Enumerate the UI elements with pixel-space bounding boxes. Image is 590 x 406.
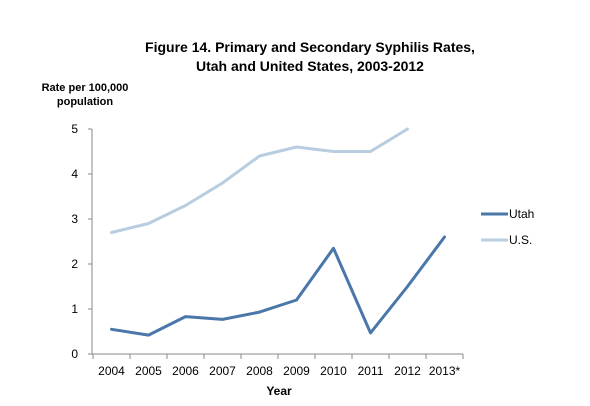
chart-title-line-2: Utah and United States, 2003-2012 bbox=[196, 58, 424, 74]
series-line-u-s bbox=[110, 127, 409, 234]
x-tick-label: 2012 bbox=[394, 364, 421, 378]
x-tick-label: 2010 bbox=[320, 364, 347, 378]
y-tick-label: 0 bbox=[71, 347, 78, 361]
x-tick-label: 2004 bbox=[98, 364, 125, 378]
x-axis-title: Year bbox=[266, 384, 292, 398]
y-tick-label: 5 bbox=[71, 122, 78, 136]
y-tick-label: 1 bbox=[71, 302, 78, 316]
y-tick-label: 2 bbox=[71, 257, 78, 271]
x-tick-label: 2006 bbox=[172, 364, 199, 378]
legend-label-u-s: U.S. bbox=[509, 233, 532, 247]
chart-title-line-1: Figure 14. Primary and Secondary Syphili… bbox=[145, 39, 475, 55]
y-axis-label-line-1: Rate per 100,000 bbox=[42, 82, 129, 94]
plot-area: 0 1 2 3 4 5 2004 2005 2006 2007 2008 2009 2010 2011 20… bbox=[71, 122, 464, 378]
x-tick-label: 2007 bbox=[209, 364, 236, 378]
series-line-utah bbox=[110, 235, 446, 337]
y-axis-label-line-2: population bbox=[57, 96, 113, 108]
x-tick-label: 2011 bbox=[358, 364, 384, 378]
y-tick-label: 4 bbox=[71, 167, 78, 181]
legend: Utah U.S. bbox=[481, 207, 534, 247]
y-tick-label: 3 bbox=[71, 212, 78, 226]
x-tick-label: 2008 bbox=[246, 364, 273, 378]
x-tick-label: 2013* bbox=[429, 364, 461, 378]
x-tick-label: 2005 bbox=[135, 364, 162, 378]
x-tick-label: 2009 bbox=[283, 364, 310, 378]
legend-label-utah: Utah bbox=[509, 207, 534, 221]
